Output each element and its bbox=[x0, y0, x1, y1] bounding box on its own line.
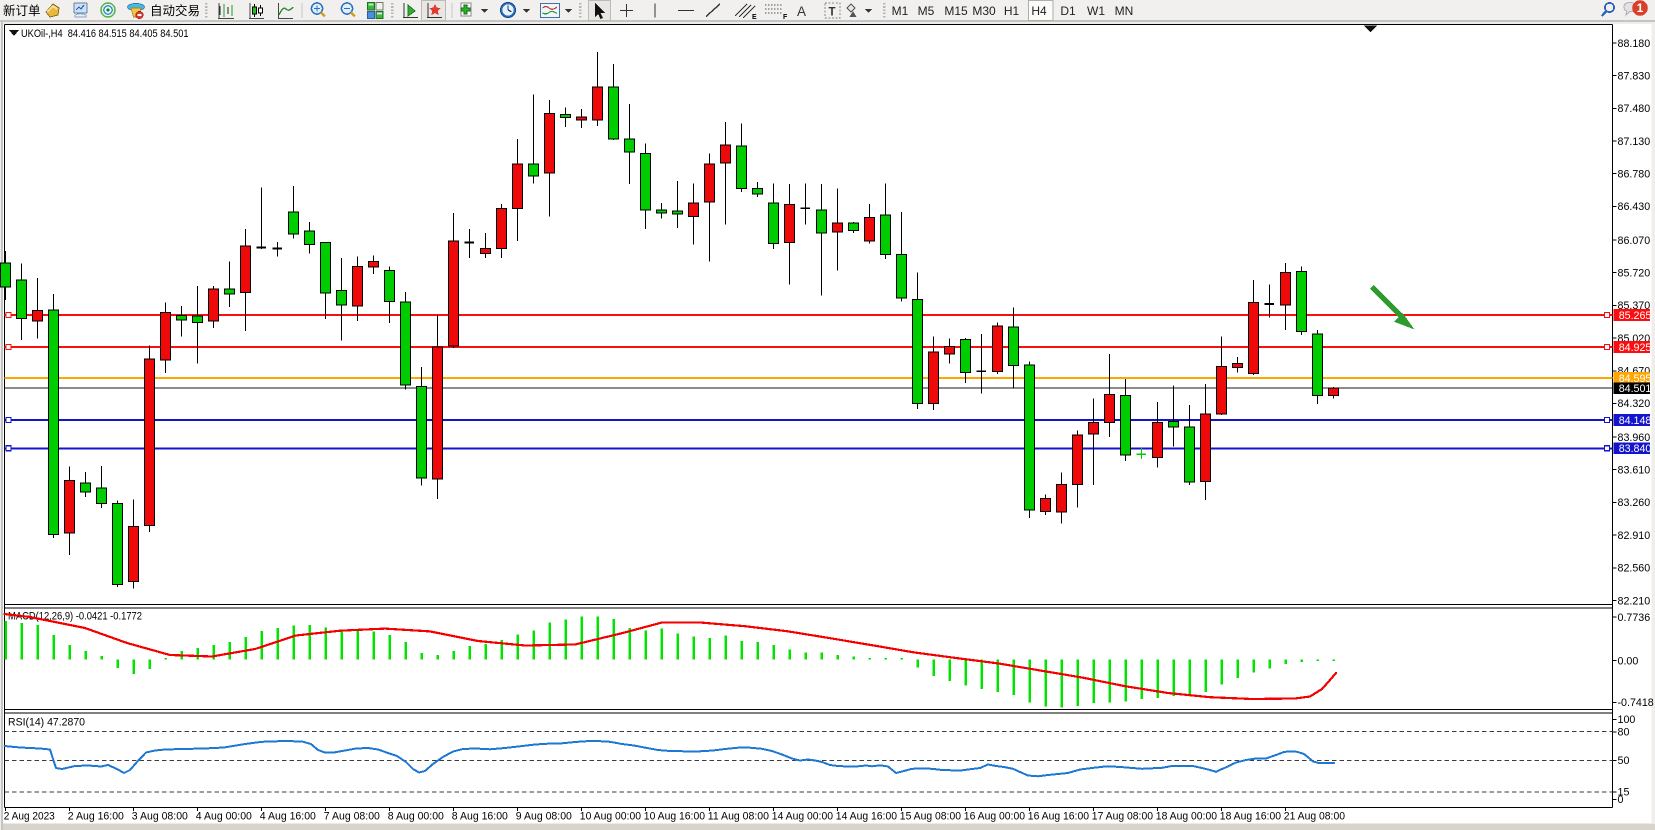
svg-text:84.595: 84.595 bbox=[1619, 373, 1652, 385]
svg-text:85.720: 85.720 bbox=[1618, 268, 1651, 280]
svg-text:0.7736: 0.7736 bbox=[1618, 612, 1651, 624]
svg-text:87.830: 87.830 bbox=[1618, 70, 1651, 82]
svg-text:85.370: 85.370 bbox=[1618, 300, 1651, 312]
svg-text:D1: D1 bbox=[1060, 4, 1076, 18]
svg-text:0: 0 bbox=[1618, 794, 1624, 806]
svg-text:82.560: 82.560 bbox=[1618, 563, 1651, 575]
svg-text:84.501: 84.501 bbox=[1619, 383, 1652, 395]
svg-text:M1: M1 bbox=[892, 4, 909, 18]
svg-text:8 Aug 16:00: 8 Aug 16:00 bbox=[452, 811, 508, 823]
svg-text:50: 50 bbox=[1618, 755, 1630, 767]
svg-text:7 Aug 08:00: 7 Aug 08:00 bbox=[324, 811, 380, 823]
svg-text:9 Aug 08:00: 9 Aug 08:00 bbox=[516, 811, 572, 823]
svg-text:16 Aug 00:00: 16 Aug 00:00 bbox=[964, 811, 1025, 823]
svg-text:83.260: 83.260 bbox=[1618, 497, 1651, 509]
svg-text:10 Aug 16:00: 10 Aug 16:00 bbox=[644, 811, 705, 823]
svg-text:W1: W1 bbox=[1087, 4, 1105, 18]
svg-text:1: 1 bbox=[1637, 1, 1644, 15]
svg-text:84.320: 84.320 bbox=[1618, 398, 1651, 410]
svg-text:80: 80 bbox=[1618, 727, 1630, 739]
svg-text:87.480: 87.480 bbox=[1618, 103, 1651, 115]
svg-text:15 Aug 08:00: 15 Aug 08:00 bbox=[900, 811, 961, 823]
svg-text:87.130: 87.130 bbox=[1618, 136, 1651, 148]
svg-text:M15: M15 bbox=[944, 4, 968, 18]
svg-text:H4: H4 bbox=[1031, 4, 1047, 18]
svg-text:84.148: 84.148 bbox=[1619, 415, 1652, 427]
svg-text:UKOil-,H4 84.416 84.515 84.40: UKOil-,H4 84.416 84.515 84.405 84.501 bbox=[21, 28, 189, 40]
svg-text:M30: M30 bbox=[972, 4, 996, 18]
svg-text:88.180: 88.180 bbox=[1618, 38, 1651, 50]
svg-text:T: T bbox=[829, 7, 836, 19]
svg-text:H1: H1 bbox=[1004, 4, 1020, 18]
svg-text:85.265: 85.265 bbox=[1619, 310, 1652, 322]
svg-text:14 Aug 16:00: 14 Aug 16:00 bbox=[836, 811, 897, 823]
svg-text:86.070: 86.070 bbox=[1618, 235, 1651, 247]
svg-text:82.210: 82.210 bbox=[1618, 595, 1651, 607]
svg-text:3 Aug 08:00: 3 Aug 08:00 bbox=[132, 811, 188, 823]
svg-text:18 Aug 00:00: 18 Aug 00:00 bbox=[1156, 811, 1217, 823]
svg-text:4 Aug 00:00: 4 Aug 00:00 bbox=[196, 811, 252, 823]
svg-text:82.910: 82.910 bbox=[1618, 530, 1651, 542]
svg-text:自动交易: 自动交易 bbox=[150, 3, 200, 18]
svg-text:新订单: 新订单 bbox=[3, 3, 41, 18]
svg-text:M5: M5 bbox=[918, 4, 935, 18]
svg-text:11 Aug 08:00: 11 Aug 08:00 bbox=[708, 811, 769, 823]
svg-text:83.840: 83.840 bbox=[1619, 443, 1652, 455]
svg-text:2 Aug 2023: 2 Aug 2023 bbox=[4, 811, 55, 823]
svg-text:RSI(14) 47.2870: RSI(14) 47.2870 bbox=[8, 716, 85, 728]
svg-text:86.430: 86.430 bbox=[1618, 201, 1651, 213]
svg-text:16 Aug 16:00: 16 Aug 16:00 bbox=[1028, 811, 1089, 823]
svg-text:2 Aug 16:00: 2 Aug 16:00 bbox=[68, 811, 124, 823]
svg-text:100: 100 bbox=[1618, 714, 1636, 726]
svg-text:MN: MN bbox=[1115, 4, 1134, 18]
svg-text:83.960: 83.960 bbox=[1618, 432, 1651, 444]
svg-text:8 Aug 00:00: 8 Aug 00:00 bbox=[388, 811, 444, 823]
svg-text:0.00: 0.00 bbox=[1618, 655, 1639, 667]
svg-text:10 Aug 00:00: 10 Aug 00:00 bbox=[580, 811, 641, 823]
svg-text:86.780: 86.780 bbox=[1618, 169, 1651, 181]
svg-text:F: F bbox=[783, 14, 788, 21]
svg-text:83.610: 83.610 bbox=[1618, 465, 1651, 477]
svg-text:17 Aug 08:00: 17 Aug 08:00 bbox=[1092, 811, 1153, 823]
svg-text:84.925: 84.925 bbox=[1619, 342, 1652, 354]
svg-text:14 Aug 00:00: 14 Aug 00:00 bbox=[772, 811, 833, 823]
svg-text:A: A bbox=[797, 4, 806, 19]
svg-text:15: 15 bbox=[1618, 787, 1630, 799]
svg-text:-0.7418: -0.7418 bbox=[1618, 697, 1654, 709]
svg-text:21 Aug 08:00: 21 Aug 08:00 bbox=[1284, 811, 1345, 823]
svg-text:18 Aug 16:00: 18 Aug 16:00 bbox=[1220, 811, 1281, 823]
svg-text:4 Aug 16:00: 4 Aug 16:00 bbox=[260, 811, 316, 823]
svg-text:E: E bbox=[752, 14, 757, 21]
